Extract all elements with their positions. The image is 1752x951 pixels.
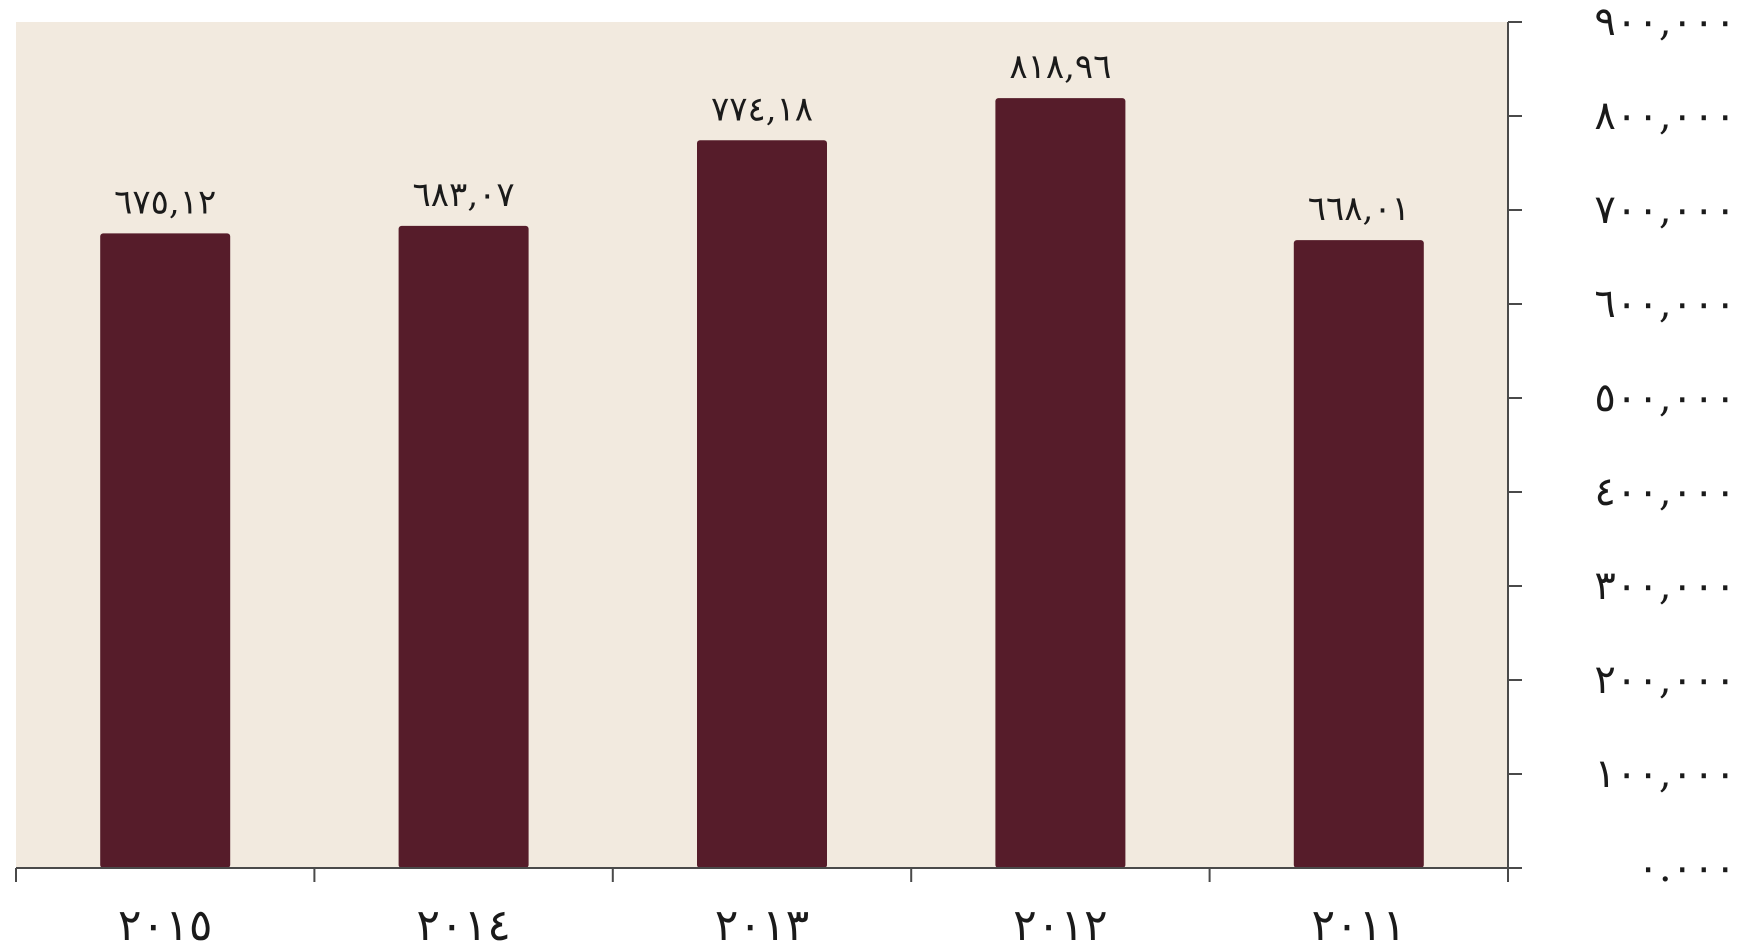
y-tick-label: ١٠٠,٠٠٠ [1594,751,1736,797]
y-tick-label: ٣٠٠,٠٠٠ [1594,563,1736,609]
axes-group [15,21,1522,882]
bar-4 [995,98,1126,868]
y-tick-label: ٨٠٠,٠٠٠ [1594,93,1736,139]
y-tick-label: ٥٠٠,٠٠٠ [1594,375,1736,421]
x-tick-label: ٢٠١٢ [1013,900,1108,951]
x-tick-label: ٢٠١٣ [715,900,810,951]
bar-value-label: ٦٧٥,١٢ [114,182,216,222]
bar-value-label: ٦٨٣,٠٧ [413,175,515,215]
x-tick-label: ٢٠١١ [1312,900,1407,951]
bar-2 [398,225,529,869]
y-tick-label: ٦٠٠,٠٠٠ [1594,281,1736,327]
x-tick-label: ٢٠١٤ [416,900,511,951]
bar-value-label: ٧٧٤,١٨ [711,89,813,129]
y-tick-label: ٠.٠٠٠ [1637,845,1736,891]
bar-5 [1293,240,1424,868]
bar-3 [697,140,827,868]
bar-1 [100,233,231,868]
bar-value-label: ٦٦٨,٠١ [1308,189,1410,229]
bar-value-label: ٨١٨,٩٦ [1009,47,1111,87]
bars-group [100,98,1424,869]
x-tick-label: ٢٠١٥ [118,900,213,951]
y-tick-label: ٤٠٠,٠٠٠ [1594,469,1736,515]
y-tick-label: ٧٠٠,٠٠٠ [1594,187,1736,233]
y-tick-label: ٢٠٠,٠٠٠ [1594,657,1736,703]
labels-group: ٦٧٥,١٢ ٢٠١٥ ٦٨٣,٠٧ ٢٠١٤ ٧٧٤,١٨ ٢٠١٣ ٨١٨,٩٦ ٢٠١٢… [114,0,1736,951]
y-tick-label: ٩٠٠,٠٠٠ [1594,0,1736,45]
